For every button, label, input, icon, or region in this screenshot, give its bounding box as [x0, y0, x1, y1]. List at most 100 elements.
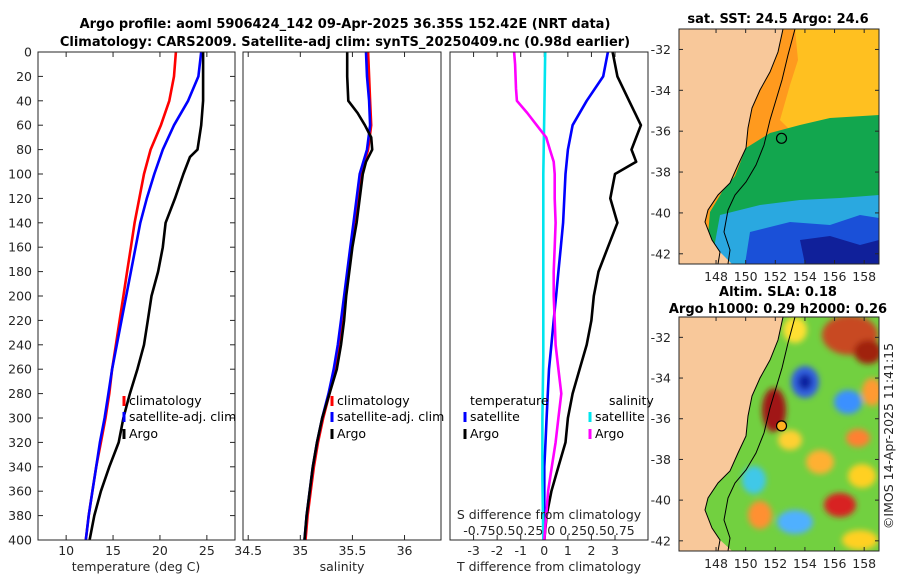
sla-blob [834, 390, 862, 414]
coastline [704, 29, 784, 264]
sla-blob [842, 530, 878, 550]
x-tick-label: -2 [491, 543, 503, 558]
difference-x-axis: -3 -2 -1 0 1 2 3 [467, 52, 619, 558]
legend-temperature-title: temperature [470, 393, 549, 408]
y-tick-label: 320 [8, 435, 32, 450]
sst-map-lon-axis: 148 150 152 154 156 158 [704, 29, 876, 284]
lat-tick-label: -36 [651, 124, 671, 139]
lat-tick-label: -42 [651, 246, 671, 261]
y-tick-label: 180 [8, 264, 32, 279]
lon-tick-label: 156 [823, 269, 847, 284]
x-tick-label: 3 [611, 543, 619, 558]
lon-tick-label: 156 [823, 556, 847, 571]
t-difference-xlabel: T difference from climatology [456, 559, 642, 574]
sla-blob [777, 510, 813, 534]
sla-map-field [679, 317, 879, 551]
y-tick-label: 80 [16, 142, 32, 157]
legend-satellite-label: satellite-adj. clim [129, 409, 236, 424]
legend-s-argo-label: Argo [595, 426, 624, 441]
temperature-axes-box [37, 51, 236, 541]
sla-blob [798, 374, 812, 390]
salinity-plot-area [243, 52, 441, 540]
lon-tick-label: 150 [734, 556, 758, 571]
lat-tick-label: -32 [651, 330, 671, 345]
y-tick-label: 260 [8, 362, 32, 377]
x-tick-label: 35.5 [338, 543, 366, 558]
lon-tick-label: 152 [763, 269, 787, 284]
temperature-lines [84, 52, 205, 540]
y-tick-label: 100 [8, 167, 32, 182]
sla-blob [778, 430, 802, 450]
argo-location-marker [775, 132, 788, 144]
lat-tick-label: -38 [651, 452, 671, 467]
salinity-legend: climatology satellite-adj. clim Argo [330, 393, 444, 441]
x-tick-label: 0 [540, 543, 548, 558]
temperature-legend: climatology satellite-adj. clim Argo [122, 393, 236, 441]
y-tick-label: 240 [8, 337, 32, 352]
land-mask [679, 317, 783, 551]
y-tick-label: 220 [8, 313, 32, 328]
legend-s-satellite-label: satellite [595, 409, 645, 424]
sla-blob [748, 501, 772, 529]
y-tick-label: 380 [8, 508, 32, 523]
legend-argo-label: Argo [337, 426, 366, 441]
lon-tick-label: 158 [852, 269, 876, 284]
difference-plot-area [450, 52, 648, 540]
x-tick-label: 20 [152, 543, 168, 558]
y-tick-label: 200 [8, 289, 32, 304]
salinity-lines [303, 52, 374, 540]
lat-tick-label: -32 [651, 42, 671, 57]
x-tick-label: -1 [514, 543, 526, 558]
s-difference-tick-labels: -0.750.50.25 0 0.250.50.75 [463, 523, 635, 538]
lon-tick-label: 150 [734, 269, 758, 284]
sla-blob [846, 429, 870, 447]
sla-blob [806, 450, 834, 474]
x-tick-label: 2 [587, 543, 595, 558]
y-tick-label: 0 [24, 45, 32, 60]
series-satellite-adj-clim [84, 52, 203, 540]
lon-tick-label: 152 [763, 556, 787, 571]
land-mask [679, 29, 783, 264]
isobath-contour [723, 29, 796, 264]
sst-map-lat-axis: -32 -34 -36 -38 -40 -42 [651, 42, 879, 261]
difference-lines [512, 52, 643, 540]
sla-map-lon-axis: 148 150 152 154 156 158 [704, 317, 876, 571]
lon-tick-label: 148 [704, 556, 728, 571]
lon-tick-label: 148 [704, 269, 728, 284]
sst-map-title: sat. SST: 24.5 Argo: 24.6 [687, 12, 868, 27]
y-tick-label: 20 [16, 69, 32, 84]
sla-blob [848, 464, 876, 488]
lat-tick-label: -34 [651, 83, 671, 98]
y-tick-label: 300 [8, 411, 32, 426]
sla-blob [783, 317, 807, 343]
x-tick-label: 25 [199, 543, 215, 558]
legend-t-satellite-label: satellite [470, 409, 520, 424]
x-tick-label: 36 [397, 543, 413, 558]
y-tick-label: 360 [8, 484, 32, 499]
x-tick-label: -3 [467, 543, 479, 558]
lat-tick-label: -40 [651, 493, 671, 508]
credit-text: ©IMOS 14-Apr-2025 11:41:15 [881, 343, 896, 529]
x-tick-label: 34.5 [234, 543, 262, 558]
sla-map-title-line1: Altim. SLA: 0.18 [719, 285, 837, 300]
lat-tick-label: -38 [651, 165, 671, 180]
y-tick-label: 160 [8, 240, 32, 255]
difference-panel: -3 -2 -1 0 1 2 3 T difference from climatology… [449, 51, 654, 574]
s-difference-xlabel: S difference from climatology [457, 507, 642, 522]
sst-map: -32 -34 -36 -38 -40 -42 148 150 152 154 156 158 [651, 28, 880, 284]
x-tick-label: 10 [58, 543, 74, 558]
x-tick-label: 1 [564, 543, 572, 558]
series-salinity-argo [512, 52, 563, 540]
salinity-x-axis: 34.5 35 35.5 36 [234, 52, 413, 558]
lon-tick-label: 154 [793, 269, 817, 284]
legend-satellite-label: satellite-adj. clim [337, 409, 444, 424]
temperature-plot-area [38, 52, 235, 540]
series-temperature-satellite [542, 52, 610, 540]
y-tick-label: 40 [16, 93, 32, 108]
ocean-yellow-region [780, 29, 879, 140]
x-tick-label: 35 [292, 543, 308, 558]
y-tick-label: 400 [8, 533, 32, 548]
sla-map-frame [678, 316, 880, 552]
y-tick-label: 140 [8, 215, 32, 230]
